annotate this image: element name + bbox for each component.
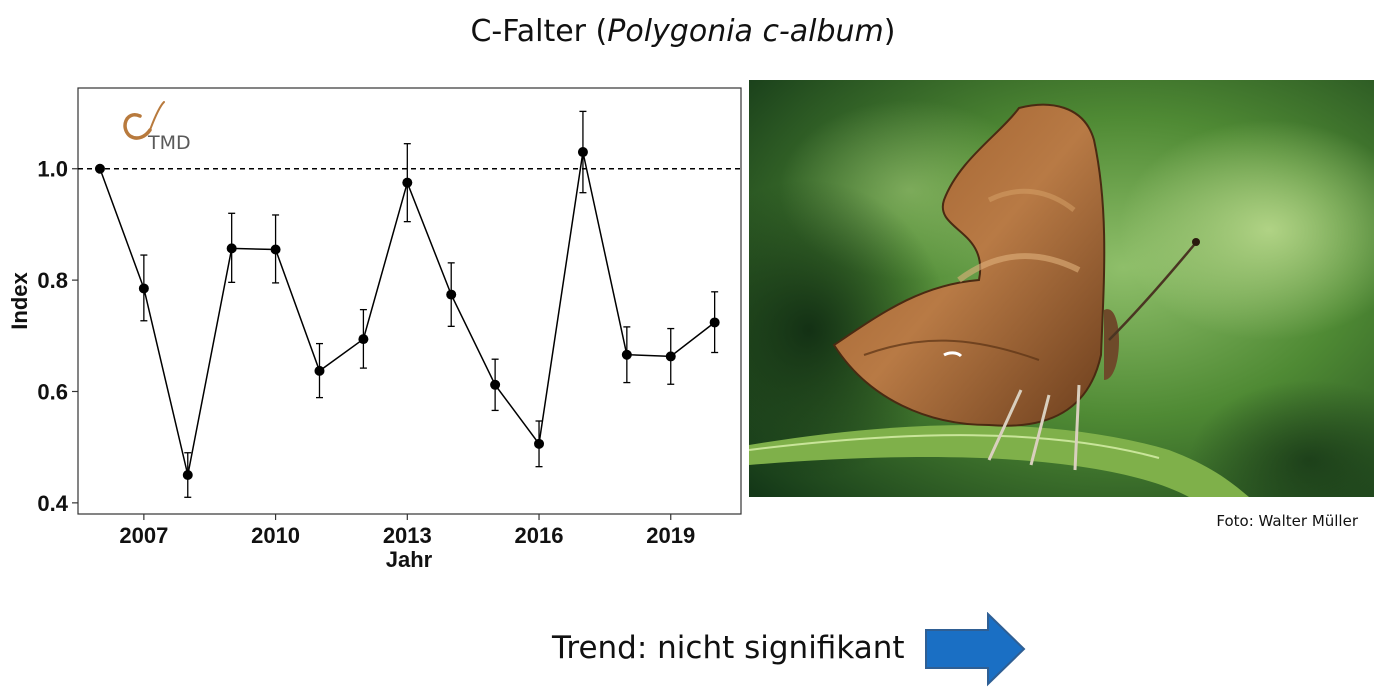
data-point [665,351,676,362]
data-point [709,317,720,328]
title-prefix: C-Falter ( [470,14,608,49]
data-point [138,283,149,294]
data-point [314,365,325,376]
x-tick-label: 2016 [515,523,564,548]
y-tick-label: 1.0 [37,157,68,182]
butterfly-image [749,80,1374,497]
photo-credit: Foto: Walter Müller [1216,512,1358,530]
arrow-shape [925,612,1026,687]
x-tick-label: 2019 [646,523,695,548]
title-species: Polygonia c-album [607,14,884,49]
data-point [577,147,588,158]
tmd-logo: TMD [123,101,191,154]
x-axis-label: Jahr [386,547,433,572]
page-title: C-Falter (Polygonia c-album) [0,14,1366,49]
data-point [446,289,457,300]
y-axis-label: Index [7,272,32,330]
data-point [94,163,105,174]
data-point [621,349,632,360]
index-chart: TMD 0.4 0.6 0.8 1.0 2007 2010 2013 2016 2019 Ja… [7,87,742,572]
x-tick-label: 2013 [383,523,432,548]
data-point [490,379,501,390]
logo-text: TMD [147,132,191,154]
y-tick-label: 0.6 [37,379,68,404]
data-point [402,177,413,188]
x-tick-label: 2007 [119,523,168,548]
data-point [270,244,281,255]
x-tick-label: 2010 [251,523,300,548]
data-point [534,438,545,449]
data-point [182,470,193,481]
y-tick-label: 0.8 [37,268,68,293]
data-point [358,334,369,345]
plot-frame [77,87,742,515]
trend-arrow-icon [925,612,1026,687]
data-point [226,243,237,254]
trend-label: Trend: nicht signifikant [552,630,905,666]
y-tick-label: 0.4 [37,491,68,516]
title-suffix: ) [883,14,896,49]
butterfly-photo [749,80,1374,497]
